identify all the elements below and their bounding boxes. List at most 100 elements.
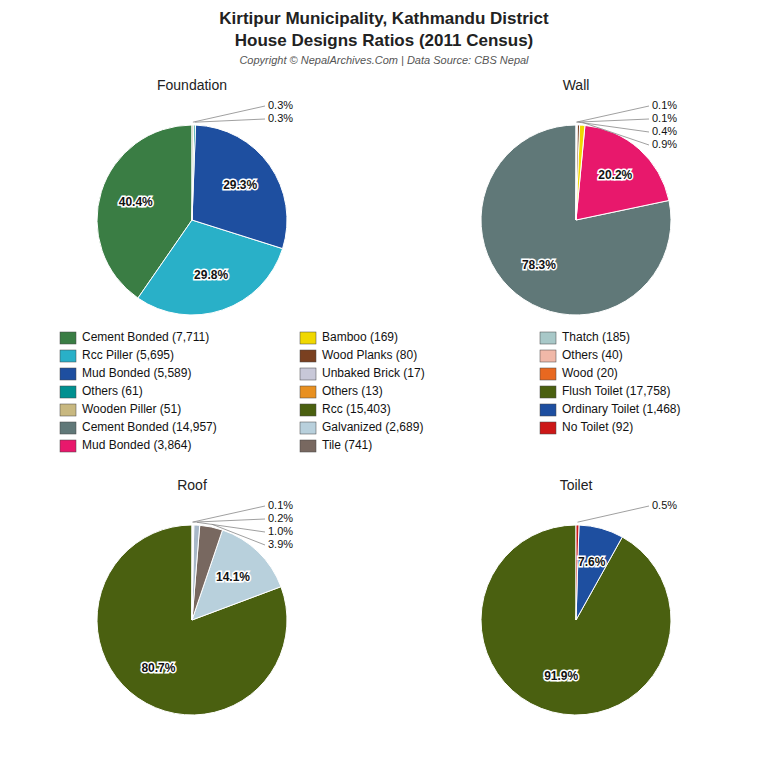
legend-item: Rcc Piller (5,695) [60, 348, 174, 362]
legend-swatch [540, 350, 556, 362]
leader-line [195, 119, 265, 122]
legend-label: Ordinary Toilet (1,468) [562, 402, 681, 416]
legend-label: Unbaked Brick (17) [322, 366, 425, 380]
legend-item: Cement Bonded (14,957) [60, 420, 217, 434]
legend-swatch [300, 368, 316, 380]
pie-chart: Roof80.7%14.1%0.1%0.2%1.0%3.9% [97, 477, 293, 715]
legend-swatch [540, 368, 556, 380]
legend-label: No Toilet (92) [562, 420, 633, 434]
legend-item: Others (13) [300, 384, 383, 398]
legend-label: Rcc Piller (5,695) [82, 348, 174, 362]
chart-root: Kirtipur Municipality, Kathmandu Distric… [0, 0, 768, 768]
data-label: 91.9% [544, 669, 578, 683]
legend-swatch [300, 332, 316, 344]
legend-swatch [60, 404, 76, 416]
legend-label: Others (40) [562, 348, 623, 362]
data-labels: 80.7%14.1%0.1%0.2%1.0%3.9% [141, 499, 293, 675]
legend-label: Wood (20) [562, 366, 618, 380]
data-label: 29.3% [223, 178, 257, 192]
pie-title: Wall [563, 77, 590, 93]
legend-item: Others (40) [540, 348, 623, 362]
leader-line [577, 119, 649, 122]
data-label: 7.6% [578, 555, 606, 569]
leader-line [576, 106, 649, 122]
legend-swatch [60, 368, 76, 380]
legend-swatch [60, 350, 76, 362]
pie-chart: Toilet 91.9% 7.6% 0.5% [481, 477, 677, 715]
data-label: 29.8% [194, 268, 228, 282]
pie-slice [576, 525, 579, 620]
data-label: 0.3% [268, 99, 293, 111]
leader-line [212, 524, 265, 545]
legend: Cement Bonded (7,711) Rcc Piller (5,695) M… [60, 330, 681, 452]
legend-label: Galvanized (2,689) [322, 420, 423, 434]
legend-item: Mud Bonded (3,864) [60, 438, 191, 452]
data-labels: 40.4%29.8%29.3%0.3%0.3% [119, 99, 294, 282]
legend-item: Rcc (15,403) [300, 402, 391, 416]
pie-slice [192, 525, 194, 620]
data-label: 0.1% [652, 99, 677, 111]
pie-slice [576, 125, 585, 220]
slices [481, 525, 671, 715]
legend-label: Others (61) [82, 384, 143, 398]
pie-chart: Wall78.3%20.2%0.1%0.1%0.4%0.9% [481, 77, 677, 315]
legend-item: Flush Toilet (17,758) [540, 384, 671, 398]
title: Kirtipur Municipality, Kathmandu Distric… [219, 9, 549, 28]
data-label: 0.1% [268, 499, 293, 511]
slices [97, 525, 287, 715]
legend-item: Unbaked Brick (17) [300, 366, 425, 380]
data-labels: 91.9% 7.6% 0.5% [544, 499, 677, 683]
legend-swatch [540, 386, 556, 398]
data-label: 0.9% [652, 138, 677, 150]
pie-title: Toilet [560, 477, 593, 493]
legend-swatch [60, 386, 76, 398]
legend-item: Thatch (185) [540, 330, 630, 344]
legend-label: Mud Bonded (3,864) [82, 438, 191, 452]
legend-item: Galvanized (2,689) [300, 420, 423, 434]
pie-slice [481, 125, 671, 315]
legend-swatch [540, 404, 556, 416]
pie-slice [192, 525, 200, 620]
legend-label: Mud Bonded (5,589) [82, 366, 191, 380]
pie-slice [192, 525, 194, 620]
pie-slice [576, 125, 580, 220]
pie-slice [576, 525, 622, 620]
legend-swatch [540, 332, 556, 344]
legend-item: Wooden Piller (51) [60, 402, 181, 416]
data-label: 20.2% [598, 168, 632, 182]
legend-swatch [60, 440, 76, 452]
legend-label: Cement Bonded (7,711) [82, 330, 209, 344]
leader-line [197, 522, 265, 532]
data-label: 40.4% [119, 195, 153, 209]
legend-label: Bamboo (169) [322, 330, 398, 344]
legend-item: No Toilet (92) [540, 420, 633, 434]
data-label: 1.0% [268, 525, 293, 537]
legend-item: Cement Bonded (7,711) [60, 330, 209, 344]
slices [97, 125, 287, 315]
pie-chart: Foundation40.4%29.8%29.3%0.3%0.3% [97, 77, 293, 315]
data-label: 78.3% [522, 258, 556, 272]
legend-item: Ordinary Toilet (1,468) [540, 402, 681, 416]
legend-label: Flush Toilet (17,758) [562, 384, 671, 398]
legend-label: Rcc (15,403) [322, 402, 391, 416]
legend-swatch [540, 422, 556, 434]
legend-item: Others (61) [60, 384, 143, 398]
data-labels: 78.3%20.2%0.1%0.1%0.4%0.9% [522, 99, 677, 272]
pie-slice [192, 125, 196, 220]
legend-item: Wood Planks (80) [300, 348, 417, 362]
annotation: Copyright © NepalArchives.Com | Data Sou… [239, 54, 529, 66]
pie-title: Foundation [157, 77, 227, 93]
pie-slice [192, 125, 287, 249]
data-label: 3.9% [268, 538, 293, 550]
leader-line [578, 122, 649, 132]
legend-label: Wood Planks (80) [322, 348, 417, 362]
subtitle: House Designs Ratios (2011 Census) [235, 31, 534, 50]
data-label: 80.7% [141, 661, 175, 675]
leader-line [582, 122, 649, 145]
pie-slice [576, 125, 578, 220]
legend-swatch [300, 404, 316, 416]
data-label: 0.5% [652, 499, 677, 511]
legend-swatch [300, 350, 316, 362]
legend-label: Tile (741) [322, 438, 372, 452]
legend-item: Bamboo (169) [300, 330, 398, 344]
